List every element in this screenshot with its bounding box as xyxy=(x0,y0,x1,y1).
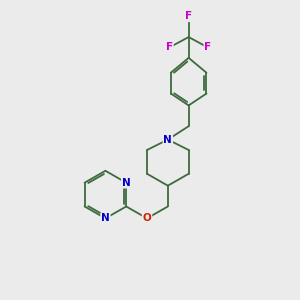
Text: N: N xyxy=(164,135,172,145)
Text: F: F xyxy=(204,43,211,52)
Text: N: N xyxy=(122,178,130,188)
Text: O: O xyxy=(143,213,152,224)
Text: F: F xyxy=(185,11,192,21)
Text: N: N xyxy=(101,213,110,224)
Text: F: F xyxy=(166,43,173,52)
